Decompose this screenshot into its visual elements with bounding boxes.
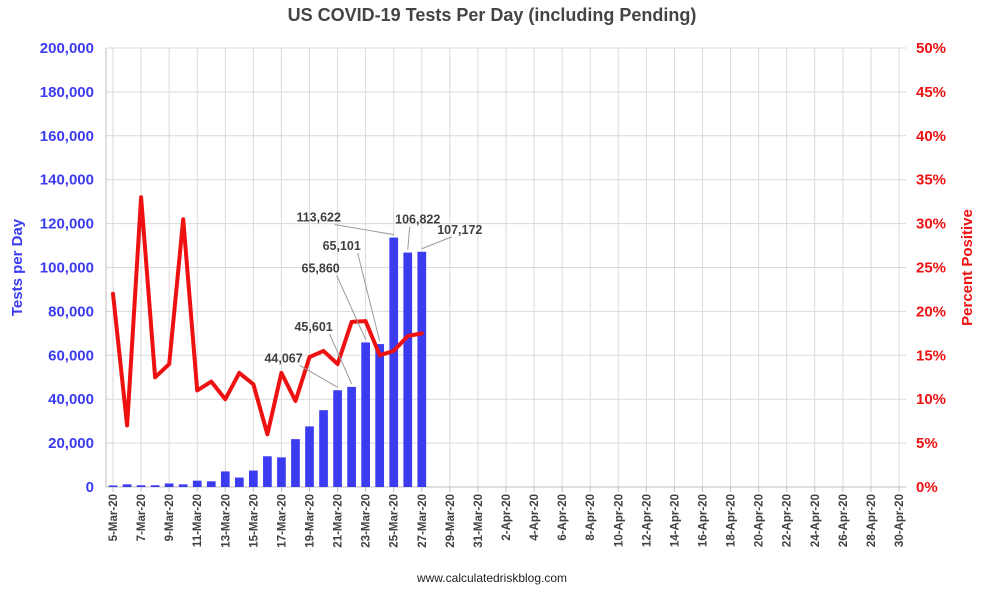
- y-left-tick-label: 160,000: [40, 128, 94, 145]
- y-right-tick-label: 5%: [916, 435, 938, 452]
- x-tick-label: 9-Mar-20: [164, 494, 176, 541]
- bar: [319, 410, 328, 487]
- x-tick-label: 4-Apr-20: [529, 494, 541, 541]
- x-tick-label: 22-Apr-20: [782, 494, 794, 547]
- x-tick-label: 12-Apr-20: [641, 494, 653, 547]
- bar: [417, 251, 427, 487]
- y-left-tick-label: 20,000: [48, 435, 94, 452]
- bar: [234, 477, 244, 487]
- x-tick-label: 2-Apr-20: [501, 494, 513, 541]
- bar: [347, 386, 356, 487]
- x-tick-label: 20-Apr-20: [754, 494, 766, 547]
- x-tick-label: 27-Mar-20: [417, 494, 429, 548]
- x-tick-label: 30-Apr-20: [894, 494, 906, 547]
- y-left-tick-label: 60,000: [48, 347, 94, 364]
- x-tick-label: 26-Apr-20: [838, 494, 850, 547]
- x-tick-label: 6-Apr-20: [557, 494, 569, 541]
- y-left-tick-label: 200,000: [40, 40, 94, 57]
- y-left-tick-label: 80,000: [48, 303, 94, 320]
- bar: [375, 344, 385, 487]
- y-left-tick-label: 100,000: [40, 260, 94, 277]
- data-label-leader: [357, 252, 381, 342]
- bar: [305, 426, 314, 487]
- x-tick-label: 23-Mar-20: [361, 494, 373, 548]
- bar: [361, 342, 370, 487]
- bar: [108, 485, 118, 487]
- x-tick-label: 28-Apr-20: [866, 494, 878, 547]
- y-right-tick-label: 0%: [916, 479, 938, 496]
- data-label-leader: [407, 226, 411, 250]
- bar: [333, 390, 342, 487]
- bar: [150, 485, 160, 487]
- y-right-axis-title: Percent Positive: [959, 209, 976, 326]
- x-tick-label: 17-Mar-20: [276, 494, 288, 548]
- data-label: 45,601: [294, 320, 332, 334]
- data-label: 65,101: [323, 239, 361, 253]
- y-right-tick-label: 20%: [916, 303, 946, 320]
- x-tick-label: 31-Mar-20: [473, 494, 485, 548]
- bar: [291, 439, 300, 487]
- y-left-tick-label: 140,000: [40, 172, 94, 189]
- data-label-leader: [336, 275, 367, 340]
- x-tick-label: 5-Mar-20: [108, 494, 120, 541]
- data-label-leader: [329, 333, 353, 385]
- bar: [249, 470, 258, 487]
- y-right-tick-label: 35%: [916, 172, 946, 189]
- chart-title: US COVID-19 Tests Per Day (including Pen…: [287, 5, 697, 25]
- y-left-tick-label: 40,000: [48, 391, 94, 408]
- bar: [220, 471, 230, 487]
- x-tick-label: 29-Mar-20: [445, 494, 457, 548]
- chart-source: www.calculatedriskblog.com: [416, 571, 568, 585]
- x-tick-label: 13-Mar-20: [220, 494, 232, 548]
- bar: [192, 480, 202, 487]
- x-tick-label: 25-Mar-20: [389, 494, 401, 548]
- x-tick-label: 24-Apr-20: [810, 494, 822, 547]
- y-left-tick-label: 120,000: [40, 216, 94, 233]
- x-tick-label: 19-Mar-20: [305, 494, 317, 548]
- x-tick-label: 18-Apr-20: [726, 494, 738, 547]
- data-label: 113,622: [296, 211, 341, 225]
- percent-positive-line: [111, 195, 424, 437]
- bar: [178, 484, 188, 487]
- x-tick-label: 11-Mar-20: [192, 494, 204, 547]
- y-left-tick-label: 0: [86, 479, 94, 496]
- data-label-leader: [421, 236, 452, 250]
- data-label-leader: [334, 224, 394, 236]
- data-label: 44,067: [264, 351, 302, 365]
- data-label-leader: [299, 364, 338, 388]
- bar: [122, 484, 132, 487]
- x-tick-label: 8-Apr-20: [585, 494, 597, 541]
- bar: [164, 483, 174, 487]
- data-label: 107,172: [437, 223, 482, 237]
- bar: [277, 457, 286, 487]
- y-left-axis-title: Tests per Day: [9, 218, 26, 316]
- x-tick-label: 7-Mar-20: [136, 494, 148, 541]
- x-tick-label: 14-Apr-20: [669, 494, 681, 547]
- x-tick-label: 10-Apr-20: [613, 494, 625, 547]
- y-right-tick-label: 25%: [916, 260, 946, 277]
- y-right-tick-label: 10%: [916, 391, 946, 408]
- data-label: 65,860: [302, 261, 340, 275]
- bar: [136, 485, 146, 487]
- bar: [206, 481, 216, 487]
- y-left-tick-label: 180,000: [40, 84, 94, 101]
- y-right-tick-label: 15%: [916, 347, 946, 364]
- bar: [389, 237, 399, 487]
- x-tick-label: 21-Mar-20: [333, 494, 345, 548]
- y-right-tick-label: 30%: [916, 216, 946, 233]
- y-right-tick-label: 45%: [916, 84, 946, 101]
- bar: [263, 456, 272, 487]
- data-label: 106,822: [395, 213, 440, 227]
- x-tick-label: 15-Mar-20: [248, 494, 260, 548]
- x-tick-label: 16-Apr-20: [697, 494, 709, 547]
- y-right-tick-label: 50%: [916, 40, 946, 57]
- bar: [403, 252, 413, 487]
- y-right-tick-label: 40%: [916, 128, 946, 145]
